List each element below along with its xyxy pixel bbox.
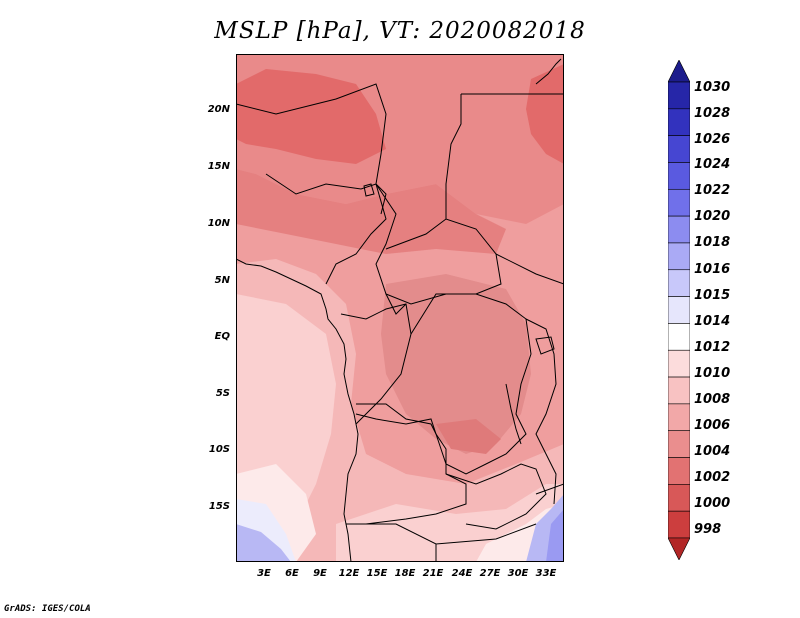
lat-label-15s: 15S	[208, 501, 230, 512]
colorbar-label-1026: 1026	[694, 132, 731, 147]
west-african-coast	[236, 258, 359, 562]
lon-label-18e: 18E	[394, 568, 416, 579]
colorbar-band	[668, 162, 690, 190]
colorbar-top-triangle	[668, 60, 690, 83]
lon-label-21e: 21E	[422, 568, 444, 579]
colorbar-band	[668, 108, 690, 136]
colorbar-label-1008: 1008	[694, 392, 731, 407]
red-sea-coast	[535, 58, 562, 85]
field-1018-southeast	[546, 509, 564, 562]
colorbar-label-1030: 1030	[694, 80, 731, 95]
lat-label-eq: EQ	[214, 331, 230, 342]
zambia-border	[445, 463, 547, 530]
lon-label-15e: 15E	[366, 568, 388, 579]
lat-label-20n: 20N	[207, 104, 230, 115]
colorbar-band	[668, 215, 690, 244]
lon-label-24e: 24E	[451, 568, 473, 579]
field-1004-north	[236, 69, 386, 164]
grads-credit: GrADS: IGES/COLA	[4, 604, 91, 614]
colorbar-band	[668, 457, 690, 485]
colorbar-label-1020: 1020	[694, 209, 731, 224]
colorbar-label-1002: 1002	[694, 470, 731, 485]
map-title: MSLP [hPa], VT: 2020082018	[214, 18, 586, 44]
lat-label-5s: 5S	[215, 388, 230, 399]
lake-tanganyika	[505, 383, 522, 445]
lon-label-9e: 9E	[313, 568, 327, 579]
field-1004-northeast	[526, 64, 564, 164]
pressure-map	[236, 54, 564, 562]
field-1016-southwest	[236, 524, 291, 562]
colorbar-band	[668, 323, 690, 351]
colorbar-band	[668, 135, 690, 163]
colorbar-band	[668, 349, 690, 378]
lon-label-12e: 12E	[338, 568, 360, 579]
namibia-border	[346, 523, 537, 562]
lake-chad	[363, 183, 375, 197]
lon-label-6e: 6E	[285, 568, 299, 579]
field-1012-west	[236, 294, 336, 524]
colorbar-band	[668, 269, 690, 297]
colorbar-label-1028: 1028	[694, 106, 731, 121]
lake-victoria	[535, 336, 555, 355]
cameroon-chad-border	[375, 183, 407, 315]
lat-label-10n: 10N	[207, 218, 230, 229]
colorbar-band	[668, 296, 690, 324]
colorbar-band	[668, 484, 690, 512]
colorbar-label-1000: 1000	[694, 496, 731, 511]
drc-border	[355, 293, 532, 475]
colorbar-label-1018: 1018	[694, 235, 731, 250]
colorbar-band	[668, 430, 690, 458]
sudan-border	[445, 93, 564, 285]
colorbar-band	[668, 510, 690, 539]
colorbar-label-1024: 1024	[694, 157, 731, 172]
colorbar-label-1015: 1015	[694, 288, 731, 303]
colorbar	[668, 60, 690, 560]
colorbar-label-998: 998	[694, 522, 722, 537]
colorbar-label-1012: 1012	[694, 340, 731, 355]
lat-label-5n: 5N	[214, 275, 230, 286]
lat-label-10s: 10S	[208, 444, 230, 455]
colorbar-label-1004: 1004	[694, 444, 731, 459]
colorbar-label-1016: 1016	[694, 262, 731, 277]
colorbar-label-1014: 1014	[694, 314, 731, 329]
colorbar-band	[668, 188, 690, 217]
car-border	[385, 218, 502, 305]
field-1006-congo	[436, 419, 501, 454]
colorbar-bottom-triangle	[668, 537, 690, 560]
lon-label-30e: 30E	[507, 568, 529, 579]
colorbar-band	[668, 81, 690, 110]
colorbar-band	[668, 376, 690, 405]
sahel-border	[236, 83, 387, 215]
map-frame	[236, 54, 564, 562]
colorbar-band	[668, 242, 690, 271]
colorbar-band	[668, 403, 690, 432]
field-1008-congo	[381, 274, 531, 454]
boundaries	[236, 58, 564, 562]
colorbar-label-1006: 1006	[694, 418, 731, 433]
lat-label-15n: 15N	[207, 161, 230, 172]
nigeria-border	[265, 173, 387, 285]
lon-label-3e: 3E	[257, 568, 271, 579]
field-1006-band	[236, 169, 506, 254]
lon-label-33e: 33E	[535, 568, 557, 579]
colorbar-label-1010: 1010	[694, 366, 731, 381]
lon-label-27e: 27E	[479, 568, 501, 579]
colorbar-label-1022: 1022	[694, 183, 731, 198]
